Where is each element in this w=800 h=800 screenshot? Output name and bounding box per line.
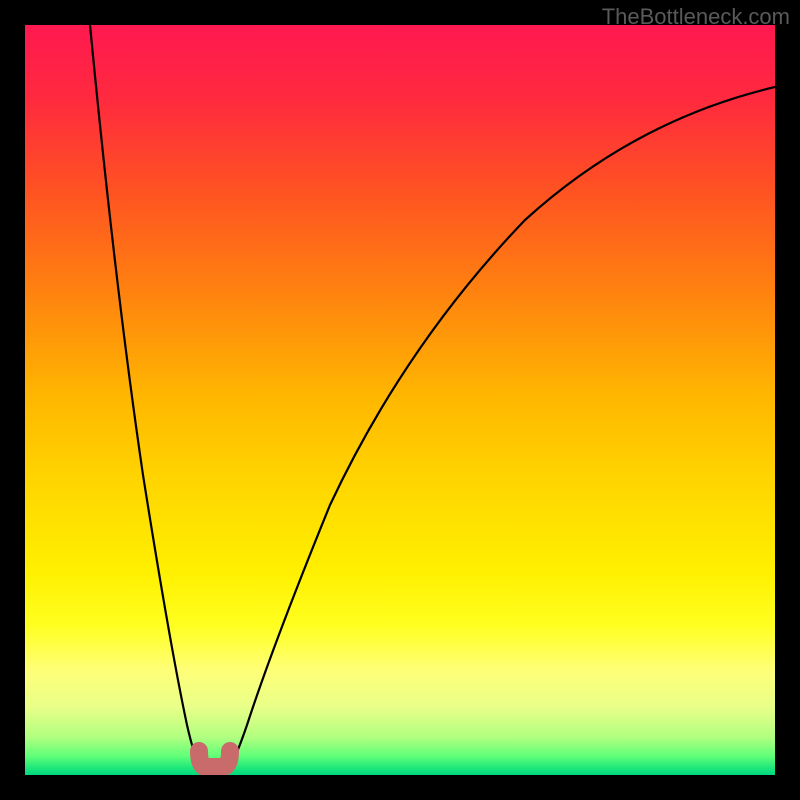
plot-area	[25, 25, 775, 775]
curve-left	[90, 25, 200, 765]
curve-right	[230, 87, 775, 765]
chart-frame: TheBottleneck.com	[0, 0, 800, 800]
notch-marker	[199, 751, 230, 767]
curves-layer	[25, 25, 775, 775]
attribution-text: TheBottleneck.com	[602, 4, 790, 30]
